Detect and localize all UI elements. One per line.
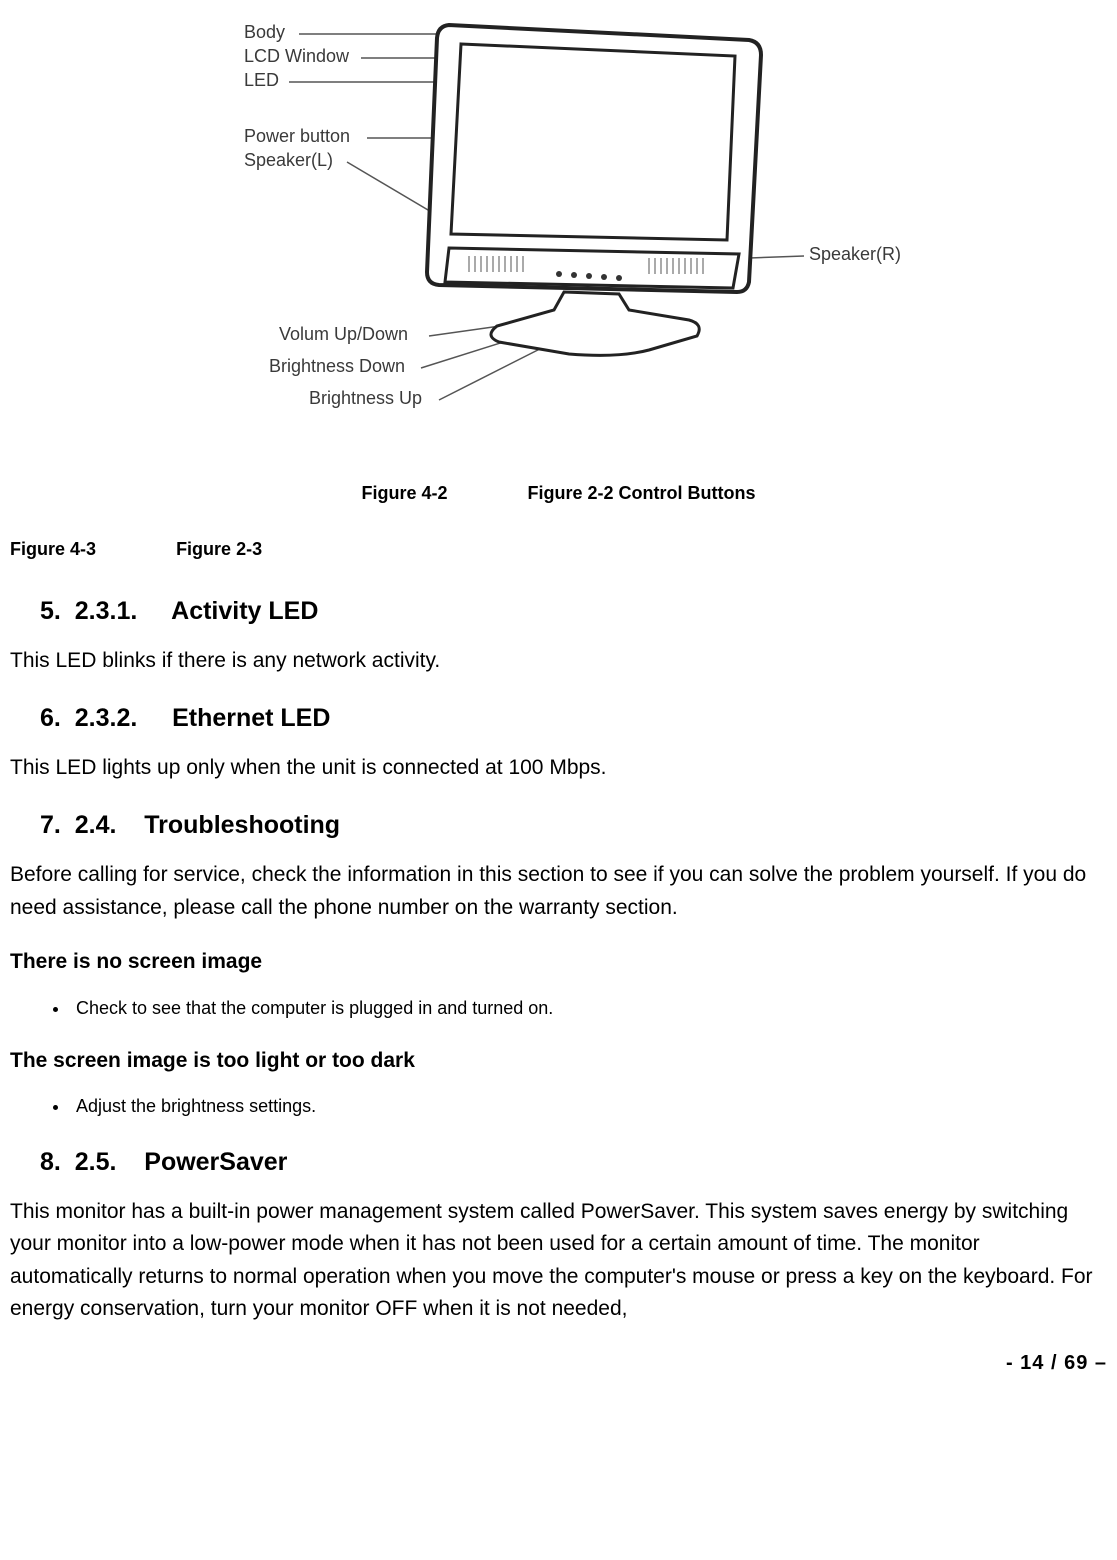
heading-ethernet-led: 6. 2.3.2. Ethernet LED — [40, 699, 1107, 738]
caption-4-3: Figure 4-3 — [10, 539, 96, 559]
heading-num: 5. — [40, 597, 61, 625]
label-brightness-down: Brightness Down — [269, 356, 405, 376]
heading-num: 8. — [40, 1148, 61, 1176]
body-ethernet-led: This LED lights up only when the unit is… — [10, 752, 1107, 785]
issue2-list: Adjust the brightness settings. — [70, 1093, 1107, 1121]
body-troubleshooting: Before calling for service, check the in… — [10, 859, 1107, 924]
label-power-button: Power button — [244, 126, 350, 146]
issue-too-light-dark: The screen image is too light or too dar… — [10, 1045, 1107, 1078]
heading-title: PowerSaver — [144, 1148, 287, 1176]
heading-code: 2.3.1. — [75, 597, 138, 625]
figure-caption-center: Figure 4-2 Figure 2-2 Control Buttons — [10, 480, 1107, 508]
label-speaker-l: Speaker(L) — [244, 150, 333, 170]
label-brightness-up: Brightness Up — [309, 388, 422, 408]
monitor-icon — [427, 25, 761, 355]
heading-code: 2.3.2. — [75, 704, 138, 732]
heading-title: Troubleshooting — [144, 811, 340, 839]
figure-caption-left: Figure 4-3 Figure 2-3 — [10, 536, 1107, 564]
heading-powersaver: 8. 2.5. PowerSaver — [40, 1143, 1107, 1182]
heading-code: 2.4. — [75, 811, 117, 839]
monitor-diagram: Body LCD Window LED Power button Speaker… — [149, 10, 969, 450]
label-speaker-r: Speaker(R) — [809, 244, 901, 264]
list-item: Adjust the brightness settings. — [70, 1093, 1107, 1121]
label-body: Body — [244, 22, 285, 42]
heading-title: Ethernet LED — [172, 704, 330, 732]
label-lcd-window: LCD Window — [244, 46, 350, 66]
issue1-list: Check to see that the computer is plugge… — [70, 995, 1107, 1023]
body-powersaver: This monitor has a built-in power manage… — [10, 1196, 1107, 1326]
heading-num: 6. — [40, 704, 61, 732]
figure-container: Body LCD Window LED Power button Speaker… — [10, 10, 1107, 450]
issue-no-screen-image: There is no screen image — [10, 946, 1107, 979]
heading-title: Activity LED — [171, 597, 318, 625]
page-footer: - 14 / 69 – — [10, 1348, 1107, 1379]
list-item: Check to see that the computer is plugge… — [70, 995, 1107, 1023]
caption-2-3: Figure 2-3 — [176, 539, 262, 559]
heading-num: 7. — [40, 811, 61, 839]
heading-activity-led: 5. 2.3.1. Activity LED — [40, 592, 1107, 631]
body-activity-led: This LED blinks if there is any network … — [10, 645, 1107, 678]
caption-2-2: Figure 2-2 Control Buttons — [528, 483, 756, 503]
heading-troubleshooting: 7. 2.4. Troubleshooting — [40, 806, 1107, 845]
heading-code: 2.5. — [75, 1148, 117, 1176]
label-volume: Volum Up/Down — [279, 324, 408, 344]
caption-4-2: Figure 4-2 — [361, 483, 447, 503]
label-led: LED — [244, 70, 279, 90]
